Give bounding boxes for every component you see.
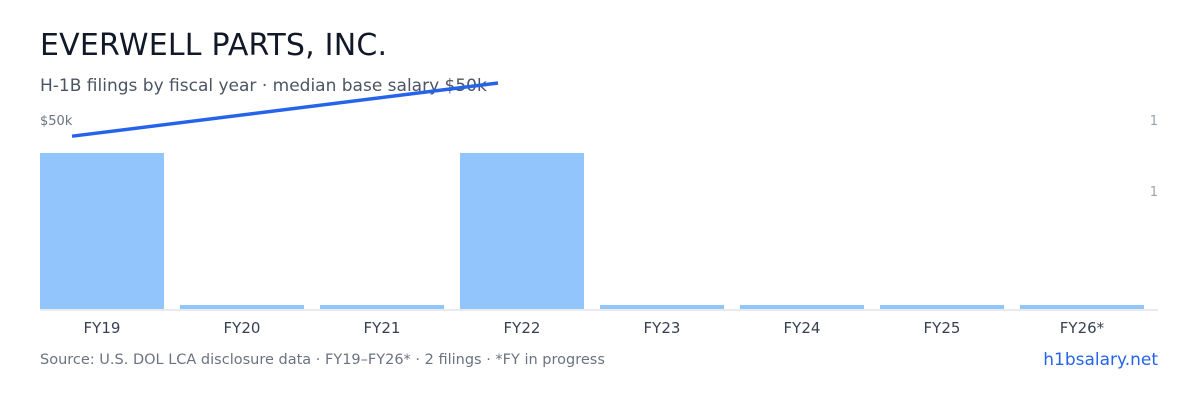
brand-link[interactable]: h1bsalary.net	[1043, 350, 1158, 370]
bar-fy19	[40, 153, 164, 309]
bar-fy26	[1020, 305, 1144, 309]
x-tick-label: FY24	[784, 319, 821, 337]
bar-fy20	[180, 305, 304, 309]
x-tick-label: FY23	[644, 319, 681, 337]
x-tick-label: FY21	[364, 319, 401, 337]
bar-fy21	[320, 305, 444, 309]
right-axis-label: 1	[1150, 114, 1158, 129]
page-title: EVERWELL PARTS, INC.	[40, 28, 388, 63]
bar-fy22	[460, 153, 584, 309]
x-tick-label: FY19	[84, 319, 121, 337]
chart-subtitle: H-1B filings by fiscal year · median bas…	[40, 76, 487, 96]
salary-trend-line	[71, 81, 499, 138]
bar-fy23	[600, 305, 724, 309]
bar-fy25	[880, 305, 1004, 309]
x-tick-label: FY22	[504, 319, 541, 337]
x-tick-label: FY26*	[1060, 319, 1105, 337]
x-tick-label: FY20	[224, 319, 261, 337]
left-axis-label: $50k	[40, 114, 73, 129]
x-tick-label: FY25	[924, 319, 961, 337]
right-axis-label: 1	[1150, 185, 1158, 200]
bar-fy24	[740, 305, 864, 309]
source-note: Source: U.S. DOL LCA disclosure data · F…	[40, 352, 605, 368]
